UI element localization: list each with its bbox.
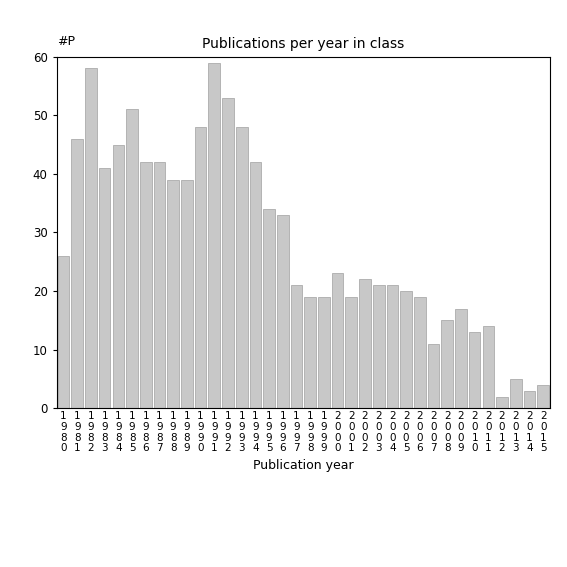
Bar xyxy=(400,291,412,408)
Bar xyxy=(85,69,97,408)
Bar xyxy=(181,180,193,408)
Bar xyxy=(510,379,522,408)
Bar xyxy=(277,215,289,408)
Bar xyxy=(58,256,69,408)
Bar xyxy=(112,145,124,408)
Bar xyxy=(332,273,344,408)
Bar xyxy=(194,127,206,408)
Title: Publications per year in class: Publications per year in class xyxy=(202,37,404,52)
Bar xyxy=(140,162,151,408)
Bar xyxy=(428,344,439,408)
Bar xyxy=(441,320,453,408)
Bar xyxy=(373,285,384,408)
Bar xyxy=(209,62,220,408)
Bar xyxy=(167,180,179,408)
Bar xyxy=(304,297,316,408)
Bar xyxy=(414,297,426,408)
Bar xyxy=(99,168,111,408)
Bar xyxy=(249,162,261,408)
Bar xyxy=(154,162,166,408)
Text: #P: #P xyxy=(57,35,75,48)
Bar xyxy=(291,285,302,408)
Bar xyxy=(496,396,508,408)
Bar xyxy=(455,308,467,408)
Bar xyxy=(469,332,480,408)
Bar xyxy=(483,326,494,408)
Bar xyxy=(71,139,83,408)
Bar xyxy=(538,385,549,408)
Bar xyxy=(236,127,248,408)
Bar xyxy=(345,297,357,408)
Bar xyxy=(387,285,398,408)
Bar xyxy=(126,109,138,408)
Bar xyxy=(263,209,275,408)
Bar xyxy=(359,280,371,408)
X-axis label: Publication year: Publication year xyxy=(253,459,354,472)
Bar xyxy=(318,297,330,408)
Bar xyxy=(523,391,535,408)
Bar xyxy=(222,98,234,408)
